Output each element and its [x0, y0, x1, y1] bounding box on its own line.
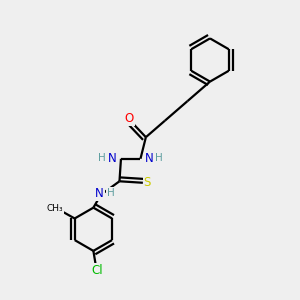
Text: N: N	[95, 187, 104, 200]
Text: H: H	[155, 153, 163, 163]
Text: N: N	[108, 152, 117, 165]
Text: H: H	[98, 153, 106, 163]
Text: CH₃: CH₃	[47, 204, 64, 213]
Text: H: H	[106, 188, 114, 198]
Text: S: S	[144, 176, 151, 189]
Text: O: O	[125, 112, 134, 125]
Text: Cl: Cl	[92, 264, 103, 277]
Text: N: N	[145, 152, 153, 165]
